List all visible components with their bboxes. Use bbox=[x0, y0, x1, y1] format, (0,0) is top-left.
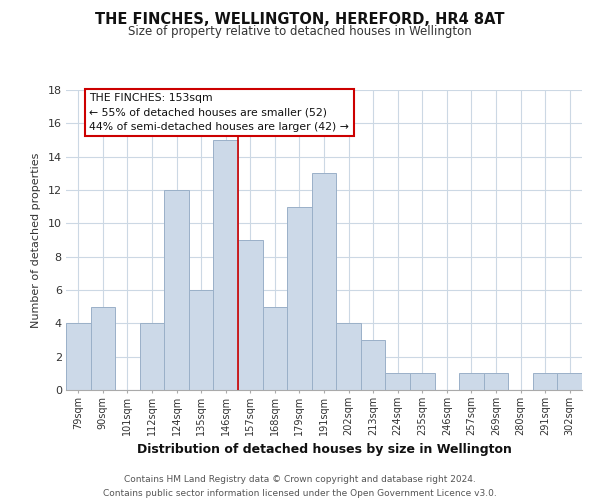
Bar bbox=[385, 374, 410, 390]
Y-axis label: Number of detached properties: Number of detached properties bbox=[31, 152, 41, 328]
Bar bbox=[91, 306, 115, 390]
Bar bbox=[189, 290, 214, 390]
Bar bbox=[336, 324, 361, 390]
Text: Distribution of detached houses by size in Wellington: Distribution of detached houses by size … bbox=[137, 442, 511, 456]
Bar bbox=[214, 140, 238, 390]
Bar bbox=[66, 324, 91, 390]
Text: Contains HM Land Registry data © Crown copyright and database right 2024.
Contai: Contains HM Land Registry data © Crown c… bbox=[103, 476, 497, 498]
Bar bbox=[263, 306, 287, 390]
Bar bbox=[287, 206, 312, 390]
Bar bbox=[164, 190, 189, 390]
Bar bbox=[312, 174, 336, 390]
Bar bbox=[557, 374, 582, 390]
Text: THE FINCHES: 153sqm
← 55% of detached houses are smaller (52)
44% of semi-detach: THE FINCHES: 153sqm ← 55% of detached ho… bbox=[89, 94, 349, 132]
Bar bbox=[361, 340, 385, 390]
Bar bbox=[410, 374, 434, 390]
Text: THE FINCHES, WELLINGTON, HEREFORD, HR4 8AT: THE FINCHES, WELLINGTON, HEREFORD, HR4 8… bbox=[95, 12, 505, 28]
Bar bbox=[459, 374, 484, 390]
Bar bbox=[484, 374, 508, 390]
Bar bbox=[533, 374, 557, 390]
Bar bbox=[238, 240, 263, 390]
Bar bbox=[140, 324, 164, 390]
Text: Size of property relative to detached houses in Wellington: Size of property relative to detached ho… bbox=[128, 25, 472, 38]
